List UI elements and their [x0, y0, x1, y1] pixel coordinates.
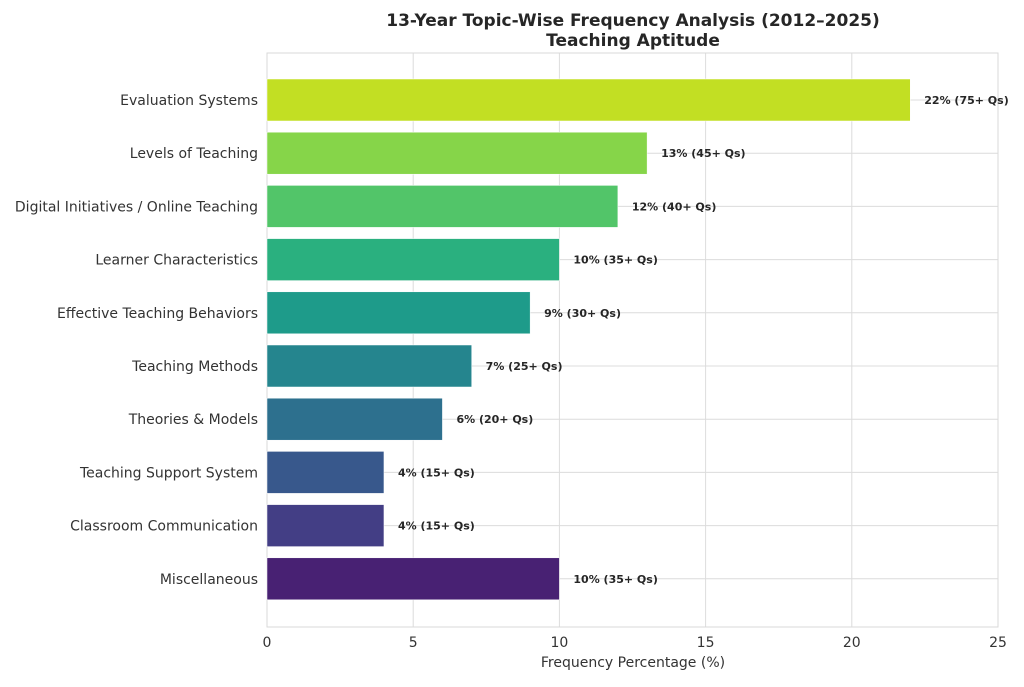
y-tick-label: Classroom Communication: [70, 519, 258, 535]
plot-frame: [266, 52, 999, 628]
x-tick-label: 10: [550, 635, 568, 651]
y-tick-label: Miscellaneous: [160, 572, 258, 588]
chart-subtitle: Teaching Aptitude: [546, 31, 720, 51]
y-tick-label: Teaching Support System: [79, 465, 258, 481]
data-label: 9% (30+ Qs): [544, 307, 621, 320]
x-tick-label: 5: [409, 635, 418, 651]
y-tick-label: Effective Teaching Behaviors: [57, 306, 258, 322]
chart-title: 13-Year Topic-Wise Frequency Analysis (2…: [386, 11, 880, 31]
bar: [266, 504, 385, 547]
bar: [266, 557, 560, 601]
bar: [266, 291, 531, 335]
x-tick-label: 20: [843, 635, 861, 651]
data-label: 10% (35+ Qs): [573, 254, 657, 267]
y-tick-label: Digital Initiatives / Online Teaching: [15, 199, 258, 215]
data-label: 13% (45+ Qs): [661, 147, 745, 160]
data-label: 6% (20+ Qs): [456, 413, 533, 426]
bar: [266, 185, 619, 228]
y-tick-label: Theories & Models: [128, 412, 258, 428]
bars: Evaluation Systems 22% (75+ Qs) Levels of …: [15, 78, 1009, 601]
bar: [266, 397, 443, 441]
y-tick-label: Levels of Teaching: [130, 146, 258, 162]
y-tick-label: Evaluation Systems: [120, 93, 258, 109]
y-tick-label: Learner Characteristics: [95, 253, 258, 269]
x-axis-label: Frequency Percentage (%): [541, 655, 725, 671]
data-label: 12% (40+ Qs): [632, 200, 716, 213]
data-label: 10% (35+ Qs): [573, 573, 657, 586]
x-tick-label: 25: [989, 635, 1007, 651]
x-ticks: 0 5 10 15 20 25: [263, 635, 1007, 651]
x-tick-label: 0: [263, 635, 272, 651]
data-label: 22% (75+ Qs): [924, 94, 1008, 107]
data-label: 7% (25+ Qs): [486, 360, 563, 373]
data-label: 4% (15+ Qs): [398, 466, 475, 479]
bar: [266, 451, 385, 494]
x-tick-label: 15: [697, 635, 715, 651]
bar: [266, 131, 648, 175]
bar: [266, 344, 472, 388]
bar: [266, 238, 560, 281]
y-tick-label: Teaching Methods: [131, 359, 258, 375]
data-label: 4% (15+ Qs): [398, 520, 475, 533]
bar: [266, 78, 911, 122]
